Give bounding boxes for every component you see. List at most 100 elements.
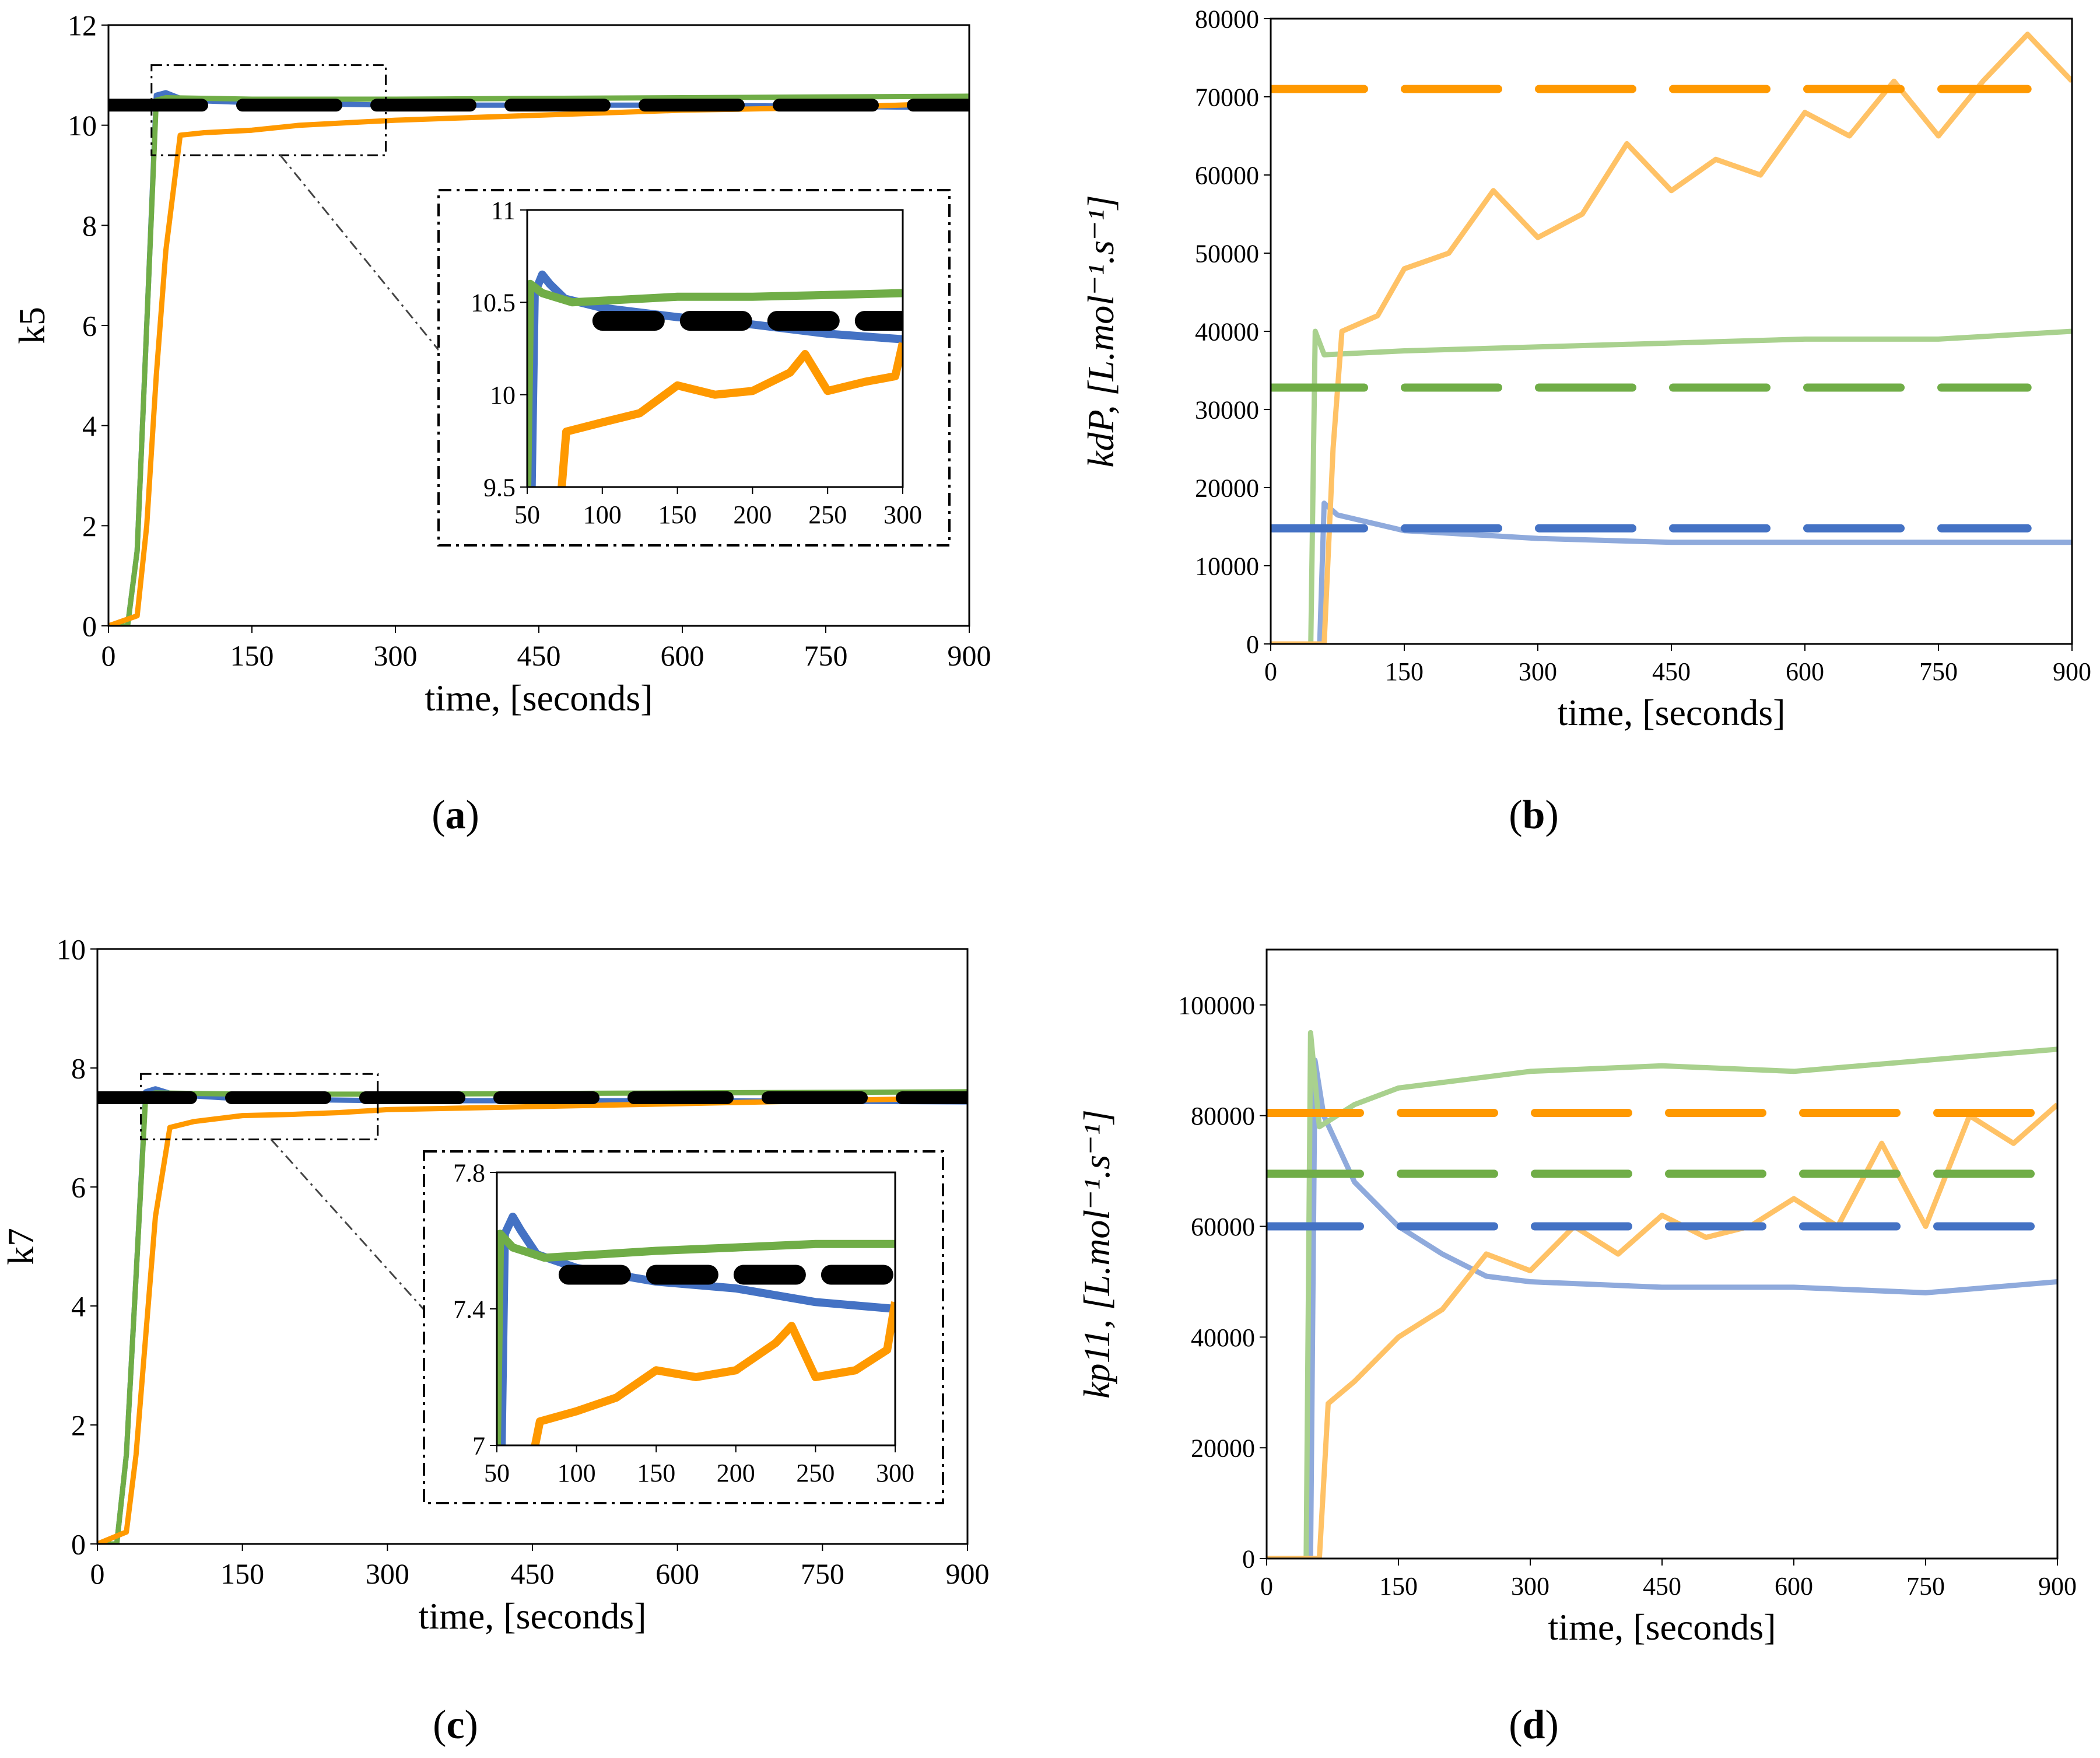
chart-b-xtick-label: 300 — [1519, 657, 1557, 686]
chart-a-ytick-label: 10 — [68, 109, 97, 142]
chart-d-xtick-label: 150 — [1379, 1572, 1418, 1601]
chart-b-xtick-label: 750 — [1919, 657, 1958, 686]
chart-b-series-blue-sim — [1271, 500, 2072, 644]
chart-c-xtick-label: 150 — [220, 1557, 264, 1590]
chart-a-xlabel: time, [seconds] — [425, 677, 653, 719]
chart-b-xtick-label: 900 — [2053, 657, 2091, 686]
chart-b-ytick-label: 50000 — [1195, 239, 1259, 268]
chart-a-inset-series-green — [527, 279, 903, 487]
chart-d-ytick-label: 80000 — [1191, 1102, 1255, 1130]
chart-a-series-orange — [108, 100, 969, 626]
chart-a-inset-series-orange — [558, 342, 903, 487]
chart-a-inset-xtick-label: 250 — [808, 500, 847, 529]
chart-c-xlabel: time, [seconds] — [419, 1595, 647, 1637]
chart-d-ylabel: kp11, [L.mol⁻¹.s⁻¹] — [1076, 1109, 1117, 1399]
chart-c-ytick-label: 8 — [71, 1052, 86, 1085]
chart-a: 0 150 300 450 600 750 900 0 2 4 6 8 10 12 time, [secon… — [11, 9, 991, 838]
chart-a-inset-xtick-label: 150 — [658, 500, 697, 529]
chart-d-ytick-label: 20000 — [1191, 1434, 1255, 1463]
chart-c-panel-label: (c) — [433, 1703, 478, 1748]
chart-c-series-orange — [97, 1095, 967, 1544]
chart-c: 0 150 300 450 600 750 900 0 2 4 6 8 10 time, [seconds… — [0, 933, 990, 1748]
chart-c-ytick-label: 6 — [71, 1171, 86, 1204]
chart-b-ytick-label: 60000 — [1195, 161, 1259, 190]
chart-b-xtick-label: 0 — [1264, 657, 1277, 686]
chart-a-inset-xtick-label: 50 — [514, 500, 540, 529]
chart-d-series — [1267, 1029, 2057, 1559]
chart-b-panel-label: (b) — [1509, 793, 1559, 838]
chart-a-xtick-label: 600 — [661, 639, 704, 672]
chart-d-series-orange-sim — [1267, 1102, 2057, 1559]
chart-d-ytick-label: 60000 — [1191, 1213, 1255, 1241]
chart-d-panel-label: (d) — [1509, 1703, 1559, 1748]
chart-d-xtick-label: 0 — [1260, 1572, 1273, 1601]
chart-c-inset-xtick-label: 200 — [717, 1459, 755, 1487]
chart-a-xtick-label: 300 — [374, 639, 418, 672]
chart-a-inset-xtick-label: 200 — [733, 500, 772, 529]
chart-d-xlabel: time, [seconds] — [1548, 1606, 1776, 1648]
chart-c-inset-ytick-label: 7 — [472, 1431, 485, 1460]
chart-a-ytick-label: 2 — [82, 510, 97, 542]
chart-b-xtick-label: 450 — [1652, 657, 1691, 686]
chart-b-ylabel: kdP, [L.mol⁻¹.s⁻¹] — [1080, 195, 1121, 468]
chart-d-xtick-label: 450 — [1643, 1572, 1681, 1601]
chart-c-xtick-label: 600 — [655, 1557, 699, 1590]
chart-c-ylabel: k7 — [0, 1228, 41, 1265]
chart-a-inset-series — [527, 270, 903, 487]
chart-a-inset-ytick-label: 10.5 — [471, 289, 516, 317]
chart-d-plot-frame — [1265, 948, 2059, 1560]
chart-c-zoom-region — [140, 1073, 379, 1140]
chart-c-inset-xtick-label: 50 — [484, 1459, 510, 1487]
chart-a-ylabel: k5 — [11, 307, 52, 344]
chart-c-series — [97, 1086, 967, 1544]
chart-b-ytick-label: 20000 — [1195, 474, 1259, 502]
chart-c-ytick-label: 0 — [71, 1528, 86, 1561]
chart-a-ytick-label: 12 — [68, 9, 97, 42]
chart-c-inset-xtick-label: 250 — [796, 1459, 835, 1487]
chart-a-ytick-label: 8 — [82, 209, 97, 242]
chart-b-ytick-label: 10000 — [1195, 552, 1259, 580]
chart-c-xtick-label: 450 — [511, 1557, 555, 1590]
chart-c-xtick-label: 300 — [366, 1557, 409, 1590]
chart-a-inset-ytick-label: 11 — [491, 196, 516, 225]
chart-a-inset-ytick-label: 9.5 — [483, 473, 516, 502]
chart-a-inset-xtick-label: 300 — [884, 500, 922, 529]
chart-a-zoom-region — [150, 64, 387, 156]
chart-d-series-green-sim — [1267, 1029, 2057, 1559]
chart-b-ytick-label: 80000 — [1195, 5, 1259, 33]
chart-c-xtick-label: 0 — [90, 1557, 105, 1590]
chart-c-xtick-label: 900 — [946, 1557, 990, 1590]
chart-d-xtick-label: 600 — [1775, 1572, 1813, 1601]
chart-a-series — [108, 90, 969, 626]
chart-b-series-orange-sim — [1271, 31, 2072, 644]
chart-a-ytick-label: 0 — [82, 610, 97, 643]
chart-c-xtick-label: 750 — [801, 1557, 844, 1590]
chart-a-xtick-label: 0 — [101, 639, 116, 672]
chart-a-xtick-label: 750 — [804, 639, 848, 672]
chart-d-ytick-label: 100000 — [1178, 991, 1255, 1020]
chart-c-inset-series-blue — [497, 1213, 895, 1445]
chart-a-xtick-label: 150 — [230, 639, 274, 672]
chart-a-inset-plot-frame — [526, 209, 904, 488]
chart-d: 0 150 300 450 600 750 900 0 20000 40000 60000 80000… — [1076, 948, 2077, 1748]
chart-c-zoom-connector — [270, 1139, 425, 1311]
chart-c-inset-xtick-label: 100 — [558, 1459, 596, 1487]
chart-d-xtick-label: 300 — [1511, 1572, 1549, 1601]
chart-b-xlabel: time, [seconds] — [1558, 692, 1786, 733]
chart-d-series-blue-sim — [1267, 1057, 2057, 1559]
chart-c-inset-xtick-label: 300 — [876, 1459, 914, 1487]
chart-b-plot-frame — [1270, 17, 2073, 645]
chart-b-ytick-label: 70000 — [1195, 83, 1259, 111]
chart-a-inset-ytick-label: 10 — [490, 381, 516, 409]
chart-a-xtick-label: 450 — [517, 639, 561, 672]
chart-a-xtick-label: 900 — [948, 639, 991, 672]
chart-c-inset-series — [497, 1213, 895, 1445]
chart-c-ytick-label: 4 — [71, 1290, 86, 1323]
chart-c-ytick-label: 2 — [71, 1409, 86, 1442]
chart-a-panel-label: (a) — [432, 793, 479, 838]
chart-a-zoom-connector — [279, 155, 440, 351]
chart-c-ytick-label: 10 — [57, 933, 86, 966]
chart-b-ytick-label: 30000 — [1195, 395, 1259, 424]
chart-b-ytick-label: 40000 — [1195, 317, 1259, 346]
